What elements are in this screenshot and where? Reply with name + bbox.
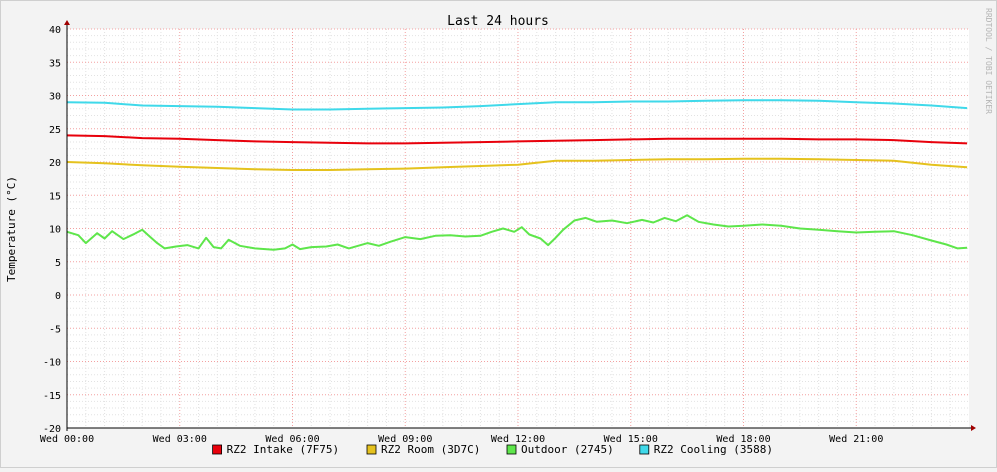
x-tick-label: Wed 06:00 <box>265 434 319 445</box>
chart-title: Last 24 hours <box>447 14 549 29</box>
x-tick-label: Wed 21:00 <box>829 434 883 445</box>
y-tick-label: 10 <box>49 225 61 236</box>
y-tick-label: 15 <box>49 191 61 202</box>
y-tick-label: 0 <box>55 291 61 302</box>
y-tick-label: 20 <box>49 158 61 169</box>
grid <box>66 28 969 429</box>
y-tick-label: 40 <box>49 25 61 36</box>
series-line <box>66 134 968 145</box>
x-tick-label: Wed 03:00 <box>153 434 207 445</box>
legend-item-label: RZ2 Intake (7F75) <box>227 443 340 456</box>
x-tick-label: Wed 12:00 <box>491 434 545 445</box>
x-tick-label: Wed 18:00 <box>716 434 770 445</box>
legend-swatch <box>212 444 223 455</box>
series-line <box>66 214 968 251</box>
y-tick-label: 30 <box>49 92 61 103</box>
y-tick-label: -10 <box>43 358 61 369</box>
legend-swatch <box>639 444 650 455</box>
watermark: RRDTOOL / TOBI OETIKER <box>984 8 993 114</box>
y-tick-label: -15 <box>43 391 61 402</box>
legend-swatch <box>366 444 377 455</box>
y-tick-label: -20 <box>43 424 61 435</box>
series-line <box>66 157 968 171</box>
series-line <box>66 99 968 111</box>
legend-swatch <box>506 444 517 455</box>
x-tick-label: Wed 15:00 <box>604 434 658 445</box>
y-tick-label: 25 <box>49 125 61 136</box>
legend-item-label: RZ2 Room (3D7C) <box>381 443 480 456</box>
y-tick-label: 35 <box>49 58 61 69</box>
y-tick-label: 5 <box>55 258 61 269</box>
y-tick-label: -5 <box>49 324 61 335</box>
y-axis-label: Temperature (°C) <box>5 176 18 282</box>
tick-labels: -20 -15 -10 -5 0 5 10 15 20 25 30 35 40 Wed 00:00 Wed … <box>40 25 883 445</box>
axes <box>64 20 976 431</box>
x-tick-label: Wed 00:00 <box>40 434 94 445</box>
y-axis-arrow <box>64 20 70 25</box>
series-lines <box>66 99 968 251</box>
x-tick-label: Wed 09:00 <box>378 434 432 445</box>
legend: RZ2 Intake (7F75) RZ2 Room (3D7C) Outdoor … <box>212 443 773 456</box>
legend-item-label: RZ2 Cooling (3588) <box>654 443 773 456</box>
x-axis-arrow <box>971 425 976 431</box>
legend-item-label: Outdoor (2745) <box>521 443 614 456</box>
